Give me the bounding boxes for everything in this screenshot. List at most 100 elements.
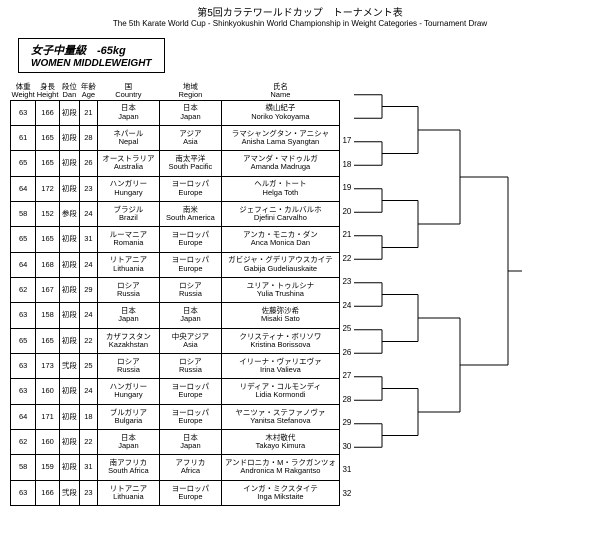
cell-region: 南米South America xyxy=(159,201,221,226)
cell-height: 166 xyxy=(36,480,60,505)
cell-height: 167 xyxy=(36,277,60,302)
table-row: 64172初段23ハンガリーHungaryヨーロッパEuropeヘルガ・トートH… xyxy=(11,176,340,201)
cell-dan: 初段 xyxy=(59,227,79,252)
cell-name: イリーナ・ヴァリエヴァIrina Valieva xyxy=(221,353,339,378)
cell-name: ヤニツァ・ステファノヴァYanitsa Stefanova xyxy=(221,404,339,429)
table-row: 62167初段29ロシアRussiaロシアRussiaユリア・トゥルシナYuli… xyxy=(11,277,340,302)
cell-dan: 初段 xyxy=(59,429,79,454)
cell-age: 22 xyxy=(79,328,97,353)
cell-region: ヨーロッパEurope xyxy=(159,480,221,505)
cell-age: 24 xyxy=(79,379,97,404)
cell-weight: 58 xyxy=(11,455,36,480)
seed-number: 26 xyxy=(340,342,354,366)
cell-region: ロシアRussia xyxy=(159,277,221,302)
cell-weight: 65 xyxy=(11,151,36,176)
cell-country: オーストラリアAustralia xyxy=(97,151,159,176)
cell-country: ブルガリアBulgaria xyxy=(97,404,159,429)
cell-age: 18 xyxy=(79,404,97,429)
cell-dan: 初段 xyxy=(59,100,79,125)
cell-age: 25 xyxy=(79,353,97,378)
cell-region: 日本Japan xyxy=(159,100,221,125)
seed-number: 21 xyxy=(340,224,354,248)
bracket xyxy=(354,83,594,506)
seed-number: 18 xyxy=(340,154,354,178)
hdr-name-en: Name xyxy=(221,91,339,100)
cell-country: ハンガリーHungary xyxy=(97,379,159,404)
seed-number: 31 xyxy=(340,459,354,483)
cell-country: ルーマニアRomania xyxy=(97,227,159,252)
hdr-height-en: Height xyxy=(36,91,60,100)
cell-name: ラマシャングタン・アニシャAnisha Lama Syangtan xyxy=(221,125,339,150)
cell-country: 日本Japan xyxy=(97,429,159,454)
cell-weight: 64 xyxy=(11,404,36,429)
category-en: WOMEN MIDDLEWEIGHT xyxy=(31,58,152,69)
cell-region: ヨーロッパEurope xyxy=(159,227,221,252)
cell-country: リトアニアLithuania xyxy=(97,252,159,277)
cell-age: 29 xyxy=(79,277,97,302)
cell-dan: 初段 xyxy=(59,277,79,302)
seed-number: 24 xyxy=(340,295,354,319)
cell-country: ハンガリーHungary xyxy=(97,176,159,201)
cell-height: 165 xyxy=(36,227,60,252)
cell-dan: 初段 xyxy=(59,404,79,429)
cell-dan: 初段 xyxy=(59,125,79,150)
hdr-weight-en: Weight xyxy=(11,91,36,100)
table-row: 58152参段24ブラジルBrazil南米South Americaジェフィニ・… xyxy=(11,201,340,226)
cell-region: 中央アジアAsia xyxy=(159,328,221,353)
seed-number: 30 xyxy=(340,436,354,460)
cell-weight: 63 xyxy=(11,379,36,404)
seed-number: 32 xyxy=(340,483,354,507)
category-box: 女子中量級 -65kg WOMEN MIDDLEWEIGHT xyxy=(18,38,165,73)
cell-age: 22 xyxy=(79,429,97,454)
hdr-age-en: Age xyxy=(79,91,97,100)
table-row: 64171初段18ブルガリアBulgariaヨーロッパEuropeヤニツァ・ステ… xyxy=(11,404,340,429)
cell-region: アフリカAfrica xyxy=(159,455,221,480)
cell-age: 23 xyxy=(79,480,97,505)
seed-number: 28 xyxy=(340,389,354,413)
cell-age: 31 xyxy=(79,455,97,480)
cell-dan: 初段 xyxy=(59,455,79,480)
cell-dan: 初段 xyxy=(59,303,79,328)
table-row: 62160初段22日本Japan日本Japan木村敬代Takayo Kimura xyxy=(11,429,340,454)
cell-age: 24 xyxy=(79,201,97,226)
cell-region: 日本Japan xyxy=(159,429,221,454)
cell-dan: 初段 xyxy=(59,379,79,404)
seed-number: 17 xyxy=(340,130,354,154)
cell-country: リトアニアLithuania xyxy=(97,480,159,505)
seed-number: 20 xyxy=(340,201,354,225)
cell-weight: 64 xyxy=(11,252,36,277)
cell-dan: 初段 xyxy=(59,252,79,277)
cell-weight: 63 xyxy=(11,480,36,505)
cell-height: 173 xyxy=(36,353,60,378)
seed-number: 19 xyxy=(340,177,354,201)
cell-region: ヨーロッパEurope xyxy=(159,379,221,404)
cell-name: ヘルガ・トートHelga Toth xyxy=(221,176,339,201)
seed-number: 27 xyxy=(340,365,354,389)
cell-region: ヨーロッパEurope xyxy=(159,252,221,277)
cell-name: ユリア・トゥルシナYulia Trushina xyxy=(221,277,339,302)
cell-weight: 63 xyxy=(11,100,36,125)
cell-weight: 62 xyxy=(11,277,36,302)
cell-height: 168 xyxy=(36,252,60,277)
cell-name: 佐藤弥沙希Misaki Sato xyxy=(221,303,339,328)
cell-weight: 58 xyxy=(11,201,36,226)
cell-name: インガ・ミクスタイテInga Mikstaite xyxy=(221,480,339,505)
table-row: 61165初段28ネパールNepalアジアAsiaラマシャングタン・アニシャAn… xyxy=(11,125,340,150)
title-jp: 第5回カラテワールドカップ トーナメント表 xyxy=(0,4,600,19)
page-header: 第5回カラテワールドカップ トーナメント表 The 5th Karate Wor… xyxy=(0,0,600,30)
cell-country: ロシアRussia xyxy=(97,353,159,378)
seed-number: 22 xyxy=(340,248,354,272)
cell-region: ヨーロッパEurope xyxy=(159,404,221,429)
cell-age: 24 xyxy=(79,252,97,277)
seed-number: 29 xyxy=(340,412,354,436)
main-content: 体重 身長 段位 年齢 国 地域 氏名 Weight Height Dan Ag… xyxy=(0,83,600,506)
cell-dan: 弐段 xyxy=(59,480,79,505)
seed-numbers: 17181920212223242526272829303132 xyxy=(340,83,354,506)
table-row: 65165初段22カザフスタンKazakhstan中央アジアAsiaクリスティナ… xyxy=(11,328,340,353)
cell-name: ジェフィニ・カルバルホDjefini Carvalho xyxy=(221,201,339,226)
cell-weight: 64 xyxy=(11,176,36,201)
cell-name: クリスティナ・ボリソワKristina Borissova xyxy=(221,328,339,353)
competitor-table: 体重 身長 段位 年齢 国 地域 氏名 Weight Height Dan Ag… xyxy=(10,83,340,506)
cell-name: 木村敬代Takayo Kimura xyxy=(221,429,339,454)
cell-height: 159 xyxy=(36,455,60,480)
